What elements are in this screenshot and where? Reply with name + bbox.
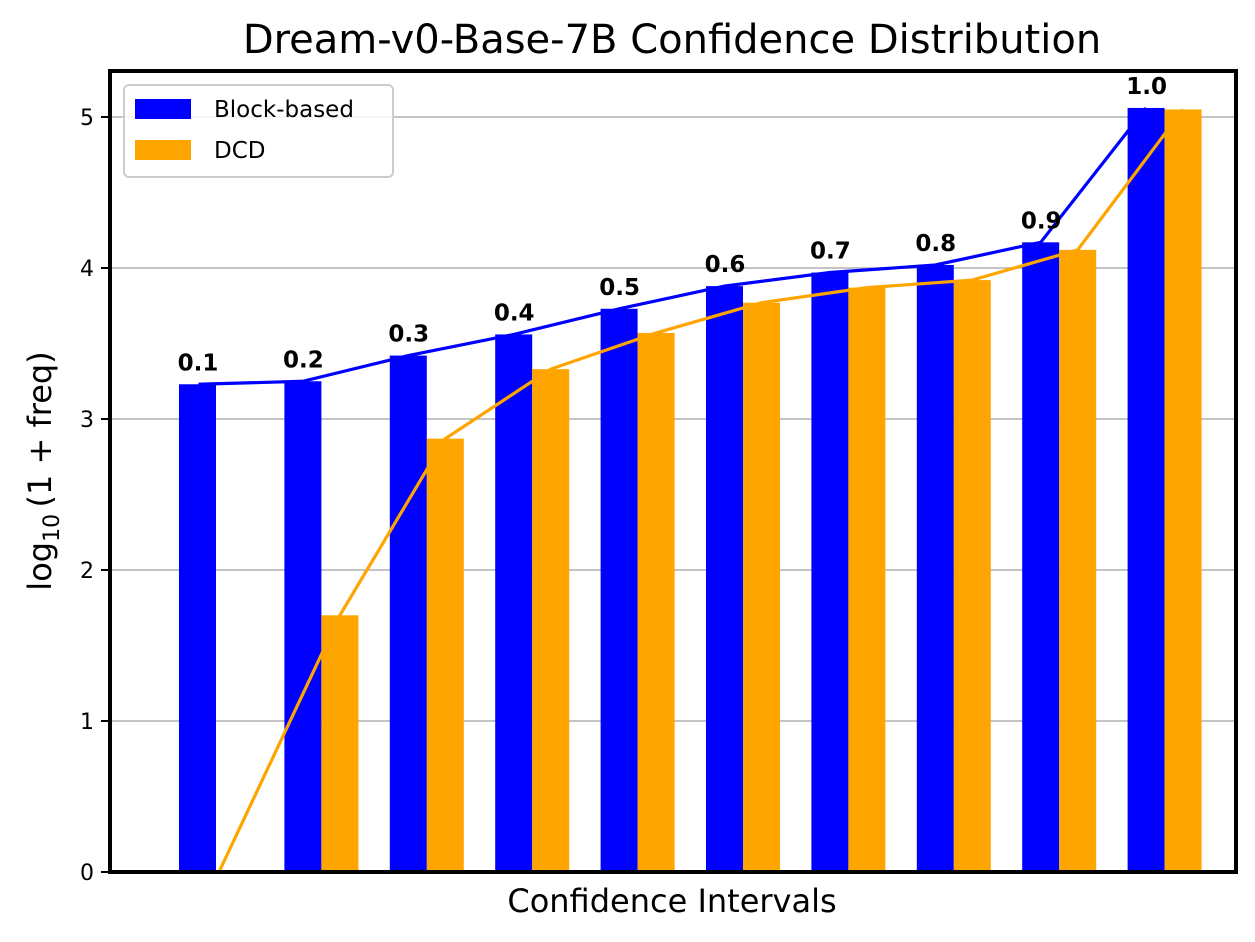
bin-label: 0.8 <box>915 231 956 257</box>
bar-dcd <box>426 438 464 872</box>
bin-labels: 0.1 0.2 0.3 0.4 0.5 0.6 0.7 0.8 0.9 1.0 <box>178 74 1167 376</box>
y-axis-label: log10 (1 + freq) <box>21 351 65 590</box>
bar-block-based <box>600 308 638 872</box>
bin-label: 0.9 <box>1021 208 1062 234</box>
y-tick-label: 3 <box>80 408 94 433</box>
bar-dcd <box>1164 109 1202 872</box>
bar-block-based <box>706 286 743 872</box>
bar-block-based <box>811 272 849 872</box>
bar-dcd <box>1059 249 1097 872</box>
bar-block-based <box>1127 107 1165 872</box>
bin-label: 0.3 <box>388 322 429 348</box>
y-tick-label: 4 <box>80 257 94 282</box>
chart-title: Dream-v0-Base-7B Confidence Distribution <box>243 17 1101 63</box>
legend-swatch <box>135 140 191 160</box>
legend-box <box>123 84 394 178</box>
bar-block-based <box>916 264 954 873</box>
bars <box>179 107 1202 873</box>
y-tick-label: 0 <box>80 861 94 886</box>
bin-label: 0.1 <box>178 350 219 376</box>
bar-dcd <box>953 280 991 873</box>
bar-dcd <box>848 287 886 872</box>
y-tick-label: 2 <box>80 559 94 584</box>
bar-block-based <box>1022 242 1060 872</box>
legend-swatch <box>135 99 191 119</box>
bar-dcd <box>743 302 780 873</box>
bar-block-based <box>495 334 533 872</box>
bin-label: 1.0 <box>1126 74 1167 100</box>
bar-block-based <box>179 384 216 872</box>
legend-label: Block-based <box>214 97 354 123</box>
bar-block-based <box>389 355 427 873</box>
bin-label: 0.5 <box>599 275 640 301</box>
plot-frame <box>108 69 1238 874</box>
y-tick-label: 1 <box>80 710 94 735</box>
bin-label: 0.4 <box>494 300 535 326</box>
legend-label: DCD <box>214 138 265 164</box>
trend-lines <box>198 106 1185 873</box>
bar-dcd <box>532 369 570 872</box>
y-tick-label: 5 <box>80 106 94 131</box>
bar-dcd <box>637 332 675 872</box>
bin-label: 0.2 <box>283 347 324 373</box>
bar-block-based <box>284 381 322 872</box>
y-axis-ticks: 0 1 2 3 4 5 <box>80 106 110 886</box>
x-axis-label: Confidence Intervals <box>507 882 836 920</box>
line-block-based <box>198 106 1148 386</box>
bin-label: 0.6 <box>705 252 746 278</box>
bar-dcd <box>321 615 359 872</box>
bin-label: 0.7 <box>810 239 851 265</box>
line-dcd <box>217 108 1185 873</box>
legend: Block-based DCD <box>123 84 394 178</box>
